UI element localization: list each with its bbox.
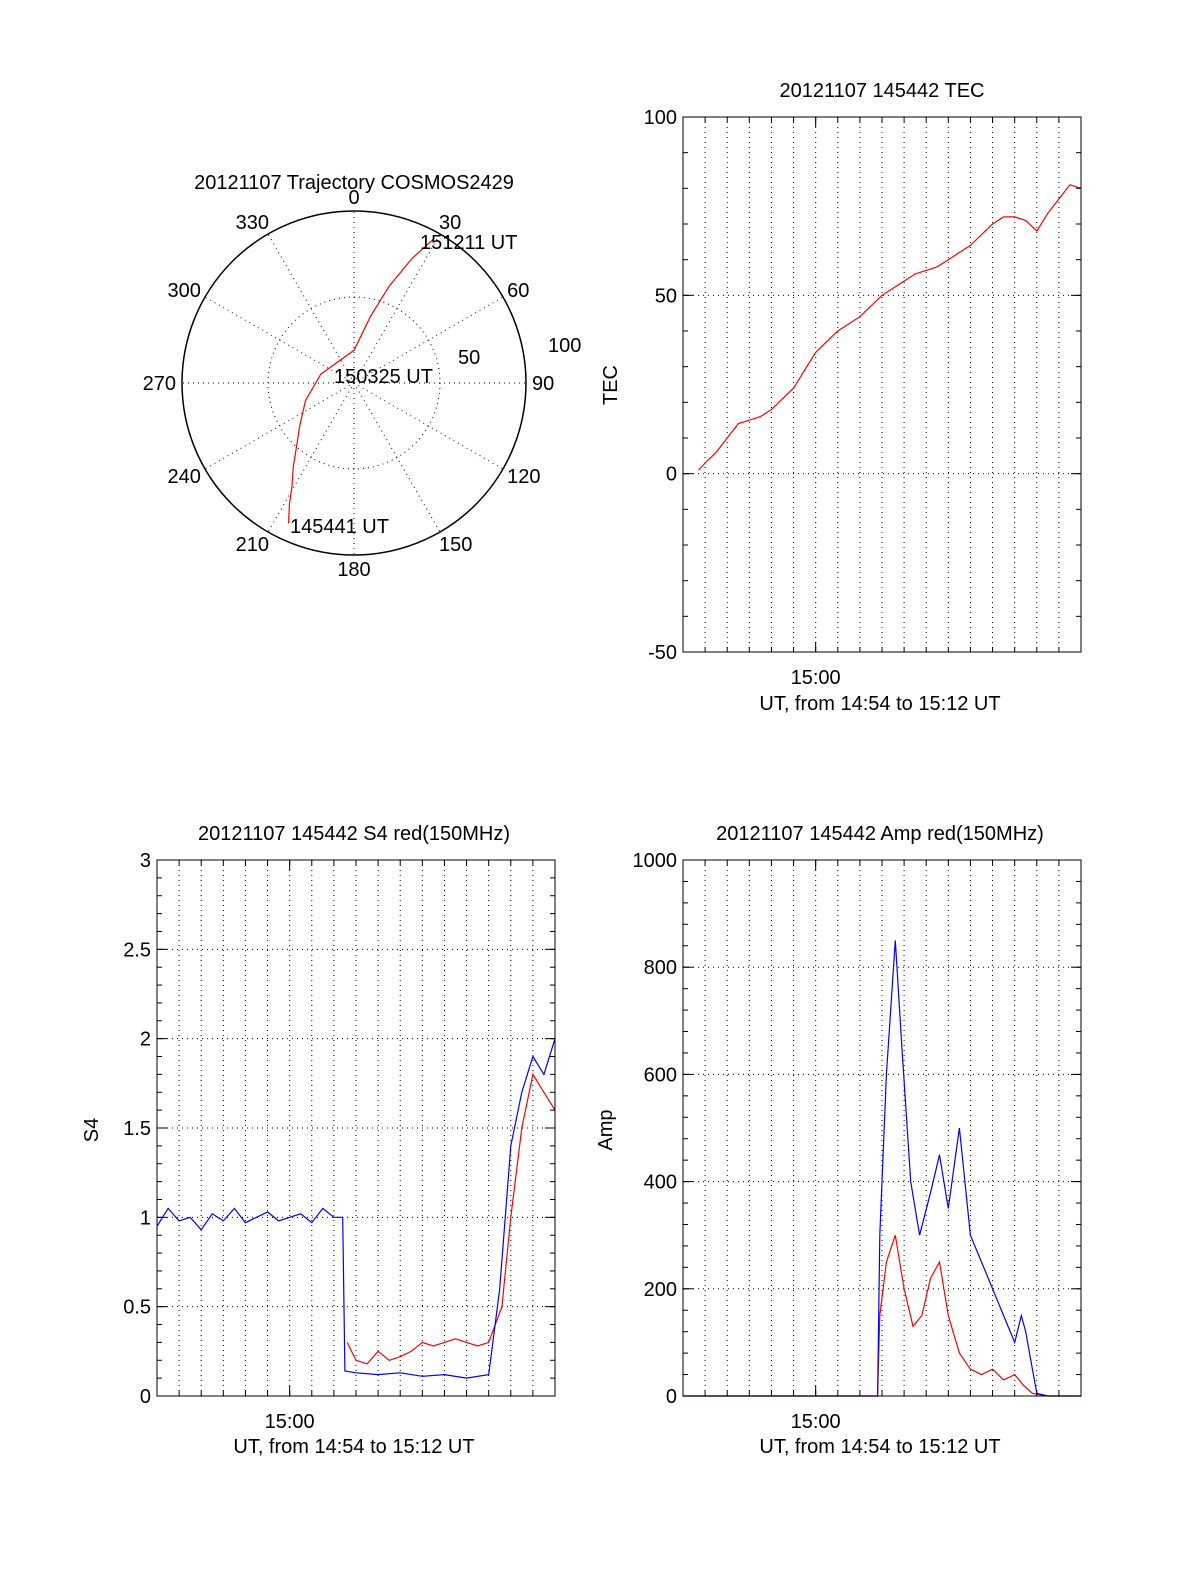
angle-label: 330 bbox=[236, 212, 269, 234]
y-tick-label: 0 bbox=[666, 464, 677, 486]
trajectory-start-label: 145441 UT bbox=[290, 516, 389, 538]
amp-y-axis-label: Amp bbox=[595, 1109, 617, 1150]
x-tick-label: 15:00 bbox=[265, 1411, 315, 1433]
angle-label: 300 bbox=[168, 280, 201, 302]
y-tick-label: 0 bbox=[140, 1386, 151, 1408]
series-line-0 bbox=[698, 184, 1082, 471]
trajectory-mid-label: 150325 UT bbox=[334, 366, 433, 388]
tec-x-axis-label: UT, from 14:54 to 15:12 UT bbox=[759, 693, 1000, 715]
angle-label: 210 bbox=[236, 534, 269, 556]
amp-title: 20121107 145442 Amp red(150MHz) bbox=[716, 823, 1044, 845]
angle-label: 240 bbox=[168, 466, 201, 488]
polar-spoke bbox=[353, 233, 441, 384]
amp-x-axis-label: UT, from 14:54 to 15:12 UT bbox=[759, 1436, 1000, 1458]
y-tick-label: 2 bbox=[140, 1029, 151, 1051]
tec-y-axis-label: TEC bbox=[600, 365, 622, 405]
s4-chart: 20121107 145442 S4 red(150MHz) 0 0.5 1 1.5 2… bbox=[81, 823, 556, 1458]
y-tick-label: 600 bbox=[644, 1064, 677, 1086]
series-line-1 bbox=[156, 1038, 556, 1379]
series-line-0 bbox=[346, 1072, 556, 1365]
y-tick-label: 50 bbox=[655, 285, 677, 307]
radius-label-100: 100 bbox=[548, 335, 581, 357]
y-tick-label: 0 bbox=[666, 1386, 677, 1408]
angle-label: 30 bbox=[439, 212, 461, 234]
trajectory-line bbox=[288, 238, 435, 524]
angle-label: 180 bbox=[337, 559, 370, 581]
tec-title: 20121107 145442 TEC bbox=[780, 80, 985, 102]
radius-label-50: 50 bbox=[458, 347, 480, 369]
y-tick-label: 3 bbox=[140, 850, 151, 872]
y-tick-label: 800 bbox=[644, 957, 677, 979]
y-tick-label: -50 bbox=[648, 642, 677, 664]
y-tick-label: 400 bbox=[644, 1172, 677, 1194]
trajectory-polar-plot: 20121107 Trajectory COSMOS2429 0 30 60 90 12… bbox=[143, 172, 582, 581]
polar-spoke bbox=[204, 382, 355, 470]
series-line-1 bbox=[683, 940, 1081, 1397]
y-tick-label: 1 bbox=[140, 1207, 151, 1229]
amp-chart: 20121107 145442 Amp red(150MHz) 0 200 400 6… bbox=[595, 823, 1082, 1458]
y-tick-label: 1000 bbox=[633, 850, 678, 872]
x-tick-label: 15:00 bbox=[791, 667, 841, 689]
polar-spoke bbox=[353, 296, 504, 384]
s4-x-axis-label: UT, from 14:54 to 15:12 UT bbox=[233, 1436, 474, 1458]
y-tick-label: 2.5 bbox=[123, 939, 151, 961]
tec-chart: 20121107 145442 TEC -50 0 50 100 15:00 UT, f… bbox=[600, 80, 1082, 715]
y-tick-label: 0.5 bbox=[123, 1297, 151, 1319]
s4-title: 20121107 145442 S4 red(150MHz) bbox=[198, 823, 510, 845]
trajectory-end-label: 151211 UT bbox=[420, 232, 517, 254]
y-tick-label: 100 bbox=[644, 107, 677, 129]
polar-spoke bbox=[267, 382, 355, 533]
polar-spoke bbox=[353, 382, 441, 533]
angle-label: 0 bbox=[348, 187, 359, 209]
y-tick-label: 200 bbox=[644, 1279, 677, 1301]
angle-label: 150 bbox=[439, 534, 472, 556]
polar-spoke bbox=[267, 233, 355, 384]
angle-label: 270 bbox=[143, 373, 176, 395]
polar-spoke bbox=[353, 382, 504, 470]
y-tick-label: 1.5 bbox=[123, 1118, 151, 1140]
series-line-0 bbox=[683, 1235, 1081, 1397]
s4-y-axis-label: S4 bbox=[81, 1118, 103, 1142]
x-tick-label: 15:00 bbox=[791, 1411, 841, 1433]
polar-outer-ring bbox=[181, 210, 527, 556]
trajectory-title: 20121107 Trajectory COSMOS2429 bbox=[194, 172, 514, 194]
angle-label: 60 bbox=[507, 280, 529, 302]
angle-label: 90 bbox=[532, 373, 554, 395]
polar-spoke bbox=[204, 296, 355, 384]
angle-label: 120 bbox=[507, 466, 540, 488]
